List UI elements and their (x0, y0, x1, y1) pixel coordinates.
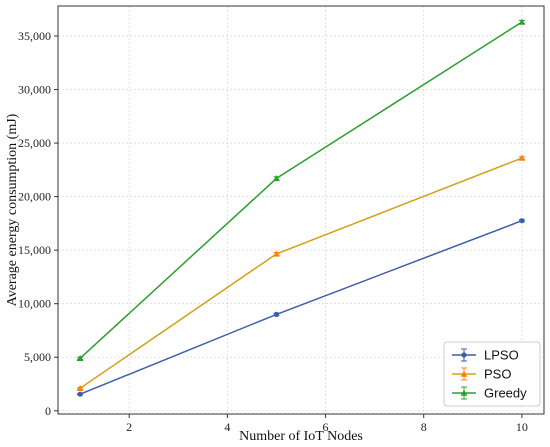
y-axis-title: Average energy consumption (mJ) (5, 113, 20, 306)
x-axis-title: Number of IoT Nodes (239, 429, 363, 444)
legend-label-greedy: Greedy (484, 386, 527, 401)
axes: 2 4 6 8 10 0 5,000 10,000 15,000 20,000 25,000 30,0… (18, 29, 528, 434)
y-tick-label: 0 (45, 404, 51, 418)
legend-item-pso: PSO (452, 367, 511, 382)
series-group (76, 18, 526, 397)
data-point-lpso (77, 391, 83, 397)
legend-marker-greedy (460, 389, 468, 396)
y-tick-label: 10,000 (18, 297, 51, 311)
data-point-pso (76, 384, 84, 392)
x-tick-label: 6 (323, 420, 329, 434)
series-greedy (76, 18, 526, 362)
legend-label-lpso: LPSO (484, 348, 519, 363)
y-tick-label: 20,000 (18, 190, 51, 204)
y-tick-label: 35,000 (18, 29, 51, 43)
data-point-greedy (273, 175, 280, 182)
series-lpso (77, 218, 525, 397)
x-tick-label: 4 (224, 420, 230, 434)
plot-frame (57, 5, 545, 415)
series-pso (76, 154, 526, 392)
data-point-pso (273, 250, 280, 257)
series-line-greedy (79, 21, 523, 359)
legend-item-greedy: Greedy (452, 386, 527, 401)
y-tick-label: 25,000 (18, 136, 51, 150)
data-point-greedy (518, 18, 526, 25)
data-point-greedy (76, 354, 84, 362)
data-point-lpso (273, 311, 280, 318)
y-tick-label: 5,000 (24, 350, 51, 364)
legend-label-pso: PSO (484, 367, 511, 382)
legend-marker-lpso (461, 352, 467, 358)
data-point-lpso (519, 218, 525, 224)
y-tick-label: 15,000 (18, 243, 51, 257)
x-tick-label: 2 (126, 420, 132, 434)
legend: LPSO PSO Greedy (443, 341, 541, 407)
legend-item-lpso: LPSO (452, 348, 519, 363)
legend-marker-pso (460, 370, 468, 377)
x-tick-label: 8 (421, 420, 427, 434)
y-tick-label: 30,000 (18, 83, 51, 97)
x-tick-label: 10 (516, 420, 528, 434)
legend-box (443, 341, 541, 407)
data-point-pso (518, 154, 526, 161)
